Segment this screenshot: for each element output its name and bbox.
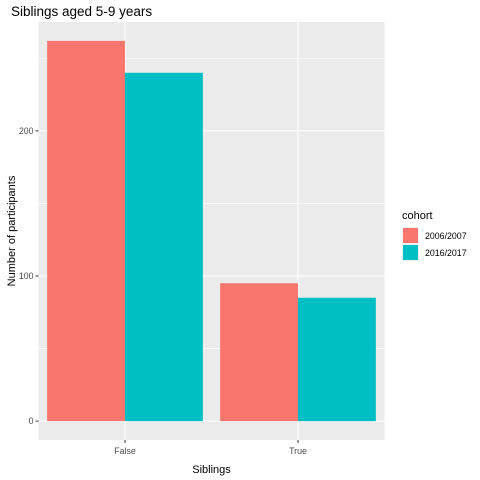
y-tick-label: 0 xyxy=(29,416,34,426)
x-axis-title: Siblings xyxy=(192,464,231,476)
y-axis-title: Number of participants xyxy=(6,175,18,286)
y-axis: 0 100 200 xyxy=(19,126,39,426)
x-tick-label: False xyxy=(114,446,136,456)
y-tick-label: 100 xyxy=(19,271,34,281)
legend-label: 2006/2007 xyxy=(425,231,467,241)
legend-swatch xyxy=(403,228,418,243)
y-tick-label: 200 xyxy=(19,126,34,136)
x-axis: False True xyxy=(114,440,307,456)
bar-false-2006-2007 xyxy=(47,40,125,422)
legend: cohort 2006/2007 2016/2017 xyxy=(402,210,467,261)
legend-label: 2016/2017 xyxy=(425,248,467,258)
legend-title: cohort xyxy=(402,210,433,222)
chart-title: Siblings aged 5-9 years xyxy=(11,4,152,19)
bar-true-2016-2017 xyxy=(298,297,376,422)
x-tick-label: True xyxy=(289,446,307,456)
bar-true-2006-2007 xyxy=(220,283,298,422)
bar-false-2016-2017 xyxy=(125,72,203,422)
legend-swatch xyxy=(403,245,418,260)
bars xyxy=(47,40,376,422)
